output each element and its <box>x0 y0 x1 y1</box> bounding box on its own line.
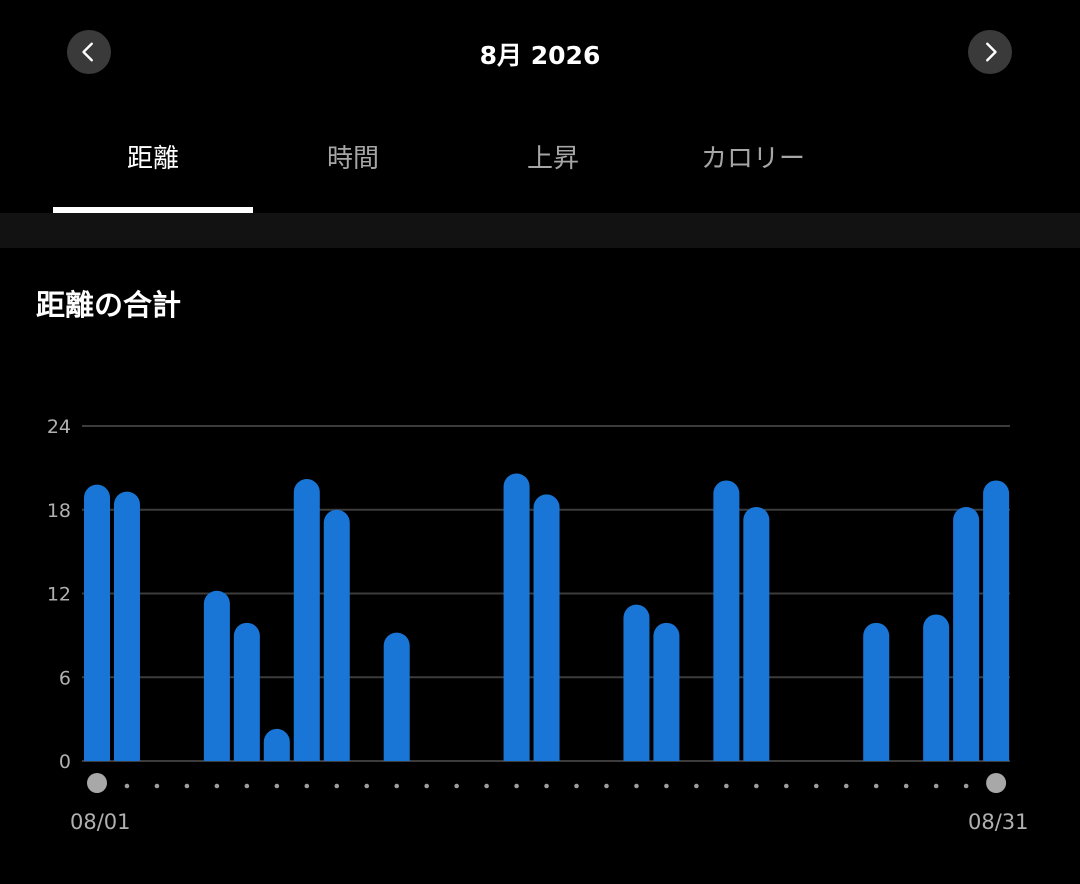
chevron-left-icon <box>82 42 93 62</box>
month-title: 8月 2026 <box>479 41 601 70</box>
date-dot <box>694 783 699 789</box>
bar-day-5 <box>203 590 230 761</box>
y-tick-label: 6 <box>59 667 71 689</box>
date-dot <box>124 783 130 789</box>
date-dot <box>963 783 969 789</box>
bar-day-9 <box>323 509 350 761</box>
date-dot <box>664 783 669 789</box>
bar-day-2 <box>113 491 140 761</box>
date-dot <box>154 783 160 789</box>
y-tick-label: 18 <box>47 500 71 522</box>
y-tick-label: 24 <box>47 416 71 438</box>
range-end-handle[interactable] <box>986 773 1007 793</box>
chevron-right-icon <box>986 42 997 62</box>
date-dot <box>843 783 849 789</box>
range-start-handle[interactable] <box>87 773 107 793</box>
bar-day-20 <box>653 622 680 761</box>
date-dot <box>184 783 190 789</box>
date-dot <box>244 783 250 789</box>
date-dot <box>364 783 370 789</box>
metric-tabs: 距離 時間 上昇 カロリー <box>53 115 853 213</box>
date-dot <box>214 783 220 789</box>
date-dot <box>544 783 549 789</box>
bar-day-19 <box>623 604 650 761</box>
date-dot <box>454 783 459 789</box>
date-dot <box>274 783 280 789</box>
previous-month-button[interactable] <box>67 30 111 74</box>
date-dot <box>634 783 639 789</box>
date-dot <box>304 783 310 789</box>
bar-day-29 <box>923 614 950 761</box>
next-month-button[interactable] <box>968 30 1012 74</box>
date-dot <box>784 783 789 789</box>
date-dot <box>754 783 759 789</box>
tab-label: 時間 <box>326 144 379 174</box>
y-tick-label: 0 <box>59 751 71 773</box>
bar-day-22 <box>713 480 740 761</box>
bar-day-11 <box>383 632 410 761</box>
date-dot <box>604 783 609 789</box>
date-dot <box>334 783 340 789</box>
bar-day-1 <box>84 484 110 761</box>
x-start-label: 08/01 <box>70 810 131 834</box>
y-tick-label: 12 <box>47 584 71 606</box>
section-divider <box>0 213 1080 248</box>
date-dot <box>903 783 909 789</box>
bar-day-16 <box>533 494 560 761</box>
date-dot <box>514 783 519 789</box>
x-end-label: 08/31 <box>968 810 1029 834</box>
bar-day-7 <box>263 728 290 761</box>
date-dot <box>394 783 400 789</box>
tab-label: カロリー <box>700 144 805 174</box>
tab-label: 上昇 <box>526 144 579 174</box>
bar-day-15 <box>503 473 530 761</box>
bar-day-8 <box>293 479 320 761</box>
bar-day-31 <box>983 480 1010 761</box>
date-dot <box>424 783 429 789</box>
date-dot <box>933 783 939 789</box>
active-tab-indicator <box>53 207 253 213</box>
date-dot <box>873 783 879 789</box>
tab-calories[interactable]: カロリー <box>653 115 853 213</box>
date-dot <box>484 783 489 789</box>
tab-elevation[interactable]: 上昇 <box>453 115 653 213</box>
tab-time[interactable]: 時間 <box>253 115 453 213</box>
bar-day-30 <box>953 506 980 761</box>
header: 8月 2026 <box>0 0 1080 105</box>
date-dot <box>724 783 729 789</box>
bar-day-6 <box>233 622 260 761</box>
date-dot <box>574 783 579 789</box>
tab-label: 距離 <box>126 144 179 174</box>
tab-distance[interactable]: 距離 <box>53 115 253 213</box>
bar-day-23 <box>743 506 770 761</box>
chart-title: 距離の合計 <box>36 288 182 322</box>
bar-day-27 <box>863 622 890 761</box>
date-dot <box>813 783 819 789</box>
